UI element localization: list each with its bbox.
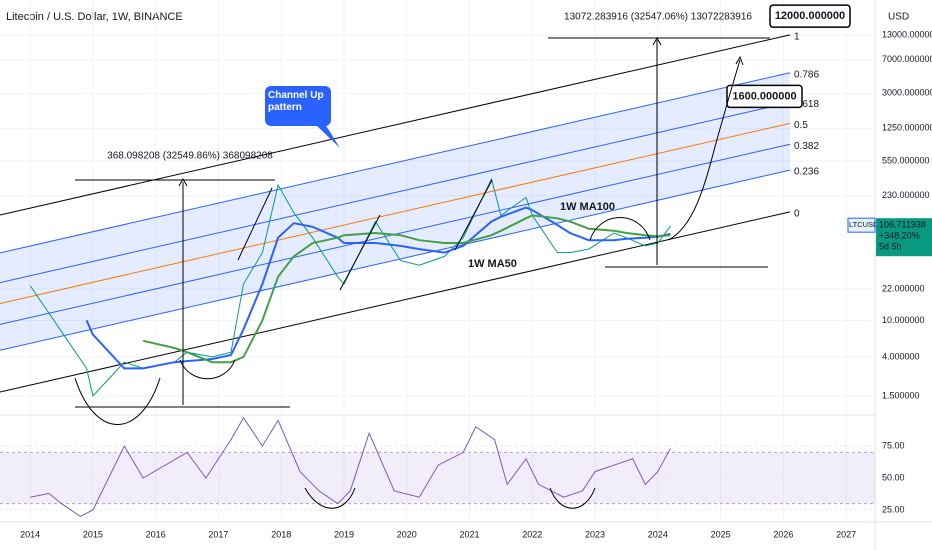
projection-arrow	[735, 55, 744, 66]
x-tick-label: 2020	[397, 529, 417, 539]
x-tick-label: 2021	[459, 529, 479, 539]
fib-label: 0.236	[794, 167, 819, 178]
target-label: 1600.000000	[732, 90, 796, 102]
callout: Channel Up pattern	[268, 90, 324, 113]
fib-line	[0, 169, 791, 351]
y-tick-label: 7000.000000	[882, 54, 932, 64]
cup-arc	[589, 217, 651, 241]
ma-line	[142, 214, 671, 364]
fib-label: 0.5	[794, 120, 808, 131]
y-tick-label: 4.000000	[882, 351, 920, 361]
countdown: 5d 5h	[879, 242, 902, 252]
x-tick-label: 2025	[711, 529, 731, 539]
ma-line	[85, 206, 671, 370]
fib-label: 1	[794, 32, 800, 43]
x-tick-label: 2014	[20, 529, 40, 539]
measure-label: 13072.283916 (32547.06%) 13072283916	[564, 12, 752, 23]
y-tick-label: 50.00	[882, 472, 905, 482]
ma-label: 1W MA50	[468, 258, 517, 270]
fib-label: 0.382	[794, 141, 819, 152]
fib-line	[0, 72, 791, 254]
y-tick-label: 1.500000	[882, 390, 920, 400]
cup-arc	[304, 487, 356, 509]
y-tick-label: 22.000000	[882, 283, 925, 293]
fib-line	[0, 34, 791, 216]
rsi-line	[30, 416, 671, 517]
chart-title: Litecoin / U.S. Dollar, 1W, BINANCE	[6, 11, 183, 23]
last-price: 106.711938	[879, 220, 926, 230]
y-tick-label: 1250.000000	[882, 123, 932, 133]
last-change: +348.20%	[879, 231, 920, 241]
cup-arc	[179, 359, 236, 380]
x-tick-label: 2027	[836, 529, 856, 539]
measure-left	[75, 177, 290, 408]
measure-right	[548, 36, 770, 268]
y-tick-label: 25.00	[882, 504, 905, 514]
measure-label: 368.098208 (32549.86%) 368098208	[107, 151, 273, 162]
x-tick-label: 2015	[83, 529, 103, 539]
currency: USD	[888, 12, 909, 23]
callout-box	[265, 86, 331, 126]
price-box	[876, 218, 932, 257]
target-box	[769, 4, 851, 28]
target-label: 12000.000000	[775, 10, 845, 22]
fib-label: 0.786	[794, 69, 819, 80]
x-tick-label: 2016	[146, 529, 166, 539]
x-tick-label: 2022	[522, 529, 542, 539]
x-tick-label: 2019	[334, 529, 354, 539]
callout-text: Channel Up pattern	[268, 90, 324, 113]
fib-line	[0, 122, 791, 304]
symbol-label: LTCUSD	[849, 220, 879, 229]
price-line	[29, 177, 671, 398]
x-tick-label: 2023	[585, 529, 605, 539]
x-tick-label: 2024	[648, 529, 668, 539]
x-tick-label: 2026	[773, 529, 793, 539]
target-box	[726, 84, 803, 109]
y-tick-label: 550.000000	[882, 155, 930, 165]
callout-tail	[315, 124, 340, 148]
y-tick-label: 3000.000000	[882, 88, 932, 98]
impulse-arrows	[237, 179, 493, 291]
x-tick-label: 2017	[208, 529, 228, 539]
y-tick-label: 10.000000	[882, 315, 925, 325]
ma-label: 1W MA100	[560, 201, 615, 213]
cup-arc	[74, 377, 161, 425]
fib-label: 0	[794, 209, 800, 220]
y-tick-label: 13000.000000	[882, 29, 932, 39]
cup-arc	[549, 487, 596, 509]
channel-band	[0, 72, 790, 351]
projection-curve	[667, 59, 741, 241]
symbol-box	[847, 217, 876, 233]
y-tick-label: 75.00	[882, 440, 905, 450]
fib-label: 0.618	[794, 99, 819, 110]
fib-line	[0, 102, 791, 284]
y-tick-label: 230.000000	[882, 190, 930, 200]
x-tick-label: 2018	[271, 529, 291, 539]
